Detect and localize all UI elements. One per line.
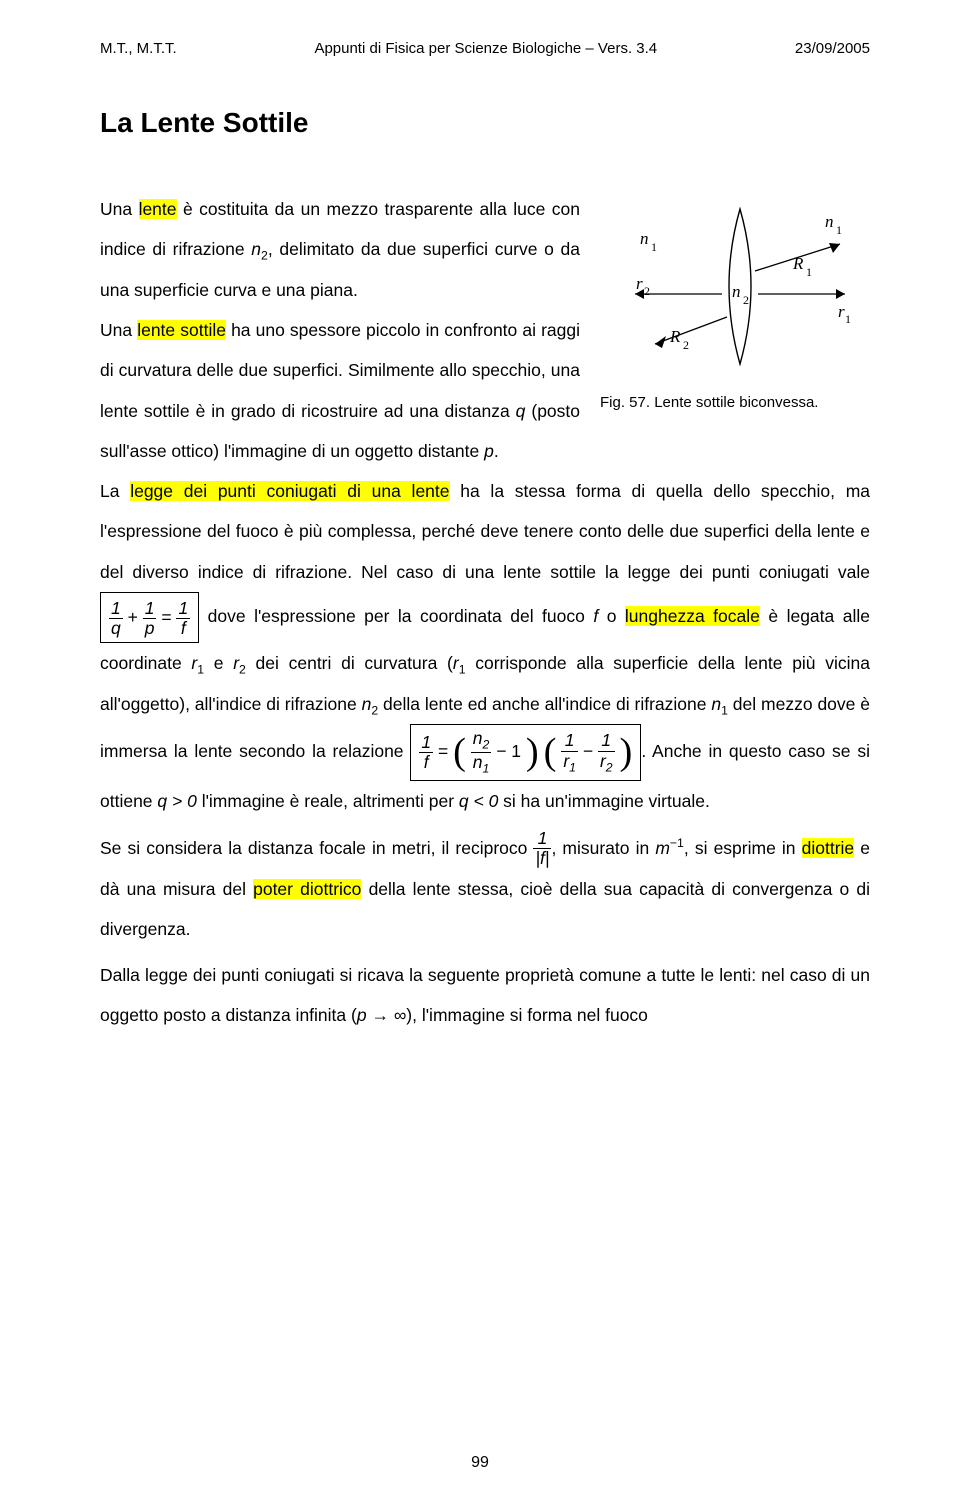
figure-caption: Fig. 57. Lente sottile biconvessa. [600, 394, 870, 411]
eq1-1d: q [109, 619, 123, 638]
r1b-sub: 1 [459, 663, 466, 677]
rparen-2: ) [620, 737, 633, 768]
p-sym: p [484, 441, 494, 461]
q-sym: q [516, 401, 526, 421]
p5b: ), l'immagine si forma nel fuoco [406, 1005, 648, 1025]
p3d: o [598, 606, 625, 626]
m-sym: m [655, 838, 670, 858]
equation-conjugate-points: 1q + 1p = 1f [100, 592, 199, 643]
n2b-sym: n [362, 694, 372, 714]
svg-text:n: n [732, 282, 741, 301]
p3f: e [204, 653, 233, 673]
eq2-b2n: 1 [598, 731, 615, 751]
lparen-1: ( [453, 737, 466, 768]
p4c: , si esprime in [684, 838, 802, 858]
svg-text:2: 2 [644, 284, 650, 298]
p3m: si ha un'immagine virtuale. [498, 791, 710, 811]
eq2-b1d-sub: 1 [569, 760, 576, 774]
p3g: dei centri di curvatura ( [246, 653, 453, 673]
hl-lente: lente [139, 199, 177, 219]
eq2-an-sub: 2 [483, 738, 490, 752]
hl-legge-punti: legge dei punti coniugati di una lente [130, 481, 449, 501]
eq1-2d: p [143, 619, 157, 638]
svg-text:1: 1 [845, 312, 851, 326]
n2-sym: n [251, 239, 261, 259]
equation-lensmaker: 1f = ( n2n1 − 1 ) ( 1r1 − 1r2 ) [410, 724, 641, 781]
hl-lente-sottile: lente sottile [137, 320, 226, 340]
hl-diottrie: diottrie [802, 838, 855, 858]
eq2-b2d-sub: 2 [606, 760, 613, 774]
body-text-2: La legge dei punti coniugati di una lent… [100, 471, 870, 821]
eq1-plus: + [128, 607, 138, 627]
p1a: Una [100, 199, 139, 219]
page-header: M.T., M.T.T. Appunti di Fisica per Scien… [100, 40, 870, 57]
r2-sub: 2 [239, 663, 246, 677]
p4b: , misurato in [551, 838, 655, 858]
m-sup: −1 [670, 836, 684, 850]
svg-text:2: 2 [743, 293, 749, 307]
body-text-4: Dalla legge dei punti coniugati si ricav… [100, 955, 870, 1036]
svg-text:n: n [640, 229, 649, 248]
svg-text:r: r [636, 274, 643, 293]
svg-text:R: R [669, 327, 681, 346]
header-center: Appunti di Fisica per Scienze Biologiche… [314, 40, 657, 57]
eq1-3n: 1 [176, 599, 190, 619]
hl-poter-diottrico: poter diottrico [253, 879, 361, 899]
lparen-2: ( [544, 737, 557, 768]
qlt0: q < 0 [459, 791, 498, 811]
eq3-n: 1 [533, 829, 551, 849]
rparen-1: ) [526, 737, 539, 768]
p3c: dove l'espressione per la coordinata del… [208, 606, 594, 626]
n1b-sub: 1 [721, 703, 728, 717]
figure-lens: n 1 n 1 r 2 n 2 R 1 r 1 R 2 Fig. 57. Len… [600, 189, 870, 411]
p3a: La [100, 481, 130, 501]
eq1-2n: 1 [143, 599, 157, 619]
eq3-absr: | [545, 848, 550, 868]
eq2-m2: − [583, 741, 593, 761]
pinf: p → ∞ [357, 1005, 406, 1025]
eq1-1n: 1 [109, 599, 123, 619]
body-text-3: Se si considera la distanza focale in me… [100, 828, 870, 950]
eq1-3d: f [176, 619, 190, 638]
eq2-ad: n [473, 752, 483, 772]
svg-text:2: 2 [683, 338, 689, 352]
equation-reciprocal-f: 1|f| [533, 829, 551, 869]
eq2-m1: − 1 [496, 741, 521, 761]
hl-lunghezza-focale: lunghezza focale [625, 606, 760, 626]
svg-text:n: n [825, 212, 834, 231]
header-left: M.T., M.T.T. [100, 40, 177, 57]
eq1-eq: = [161, 607, 171, 627]
n1b-sym: n [711, 694, 721, 714]
svg-text:r: r [838, 302, 845, 321]
n2-sub: 2 [261, 249, 268, 263]
p2d: . [494, 441, 499, 461]
svg-text:1: 1 [806, 265, 812, 279]
eq2-ad-sub: 1 [483, 762, 490, 776]
eq2-b1n: 1 [561, 731, 578, 751]
page: M.T., M.T.T. Appunti di Fisica per Scien… [0, 0, 960, 1497]
eq2-lhsd: f [419, 753, 433, 772]
p2a: Una [100, 320, 137, 340]
header-right: 23/09/2005 [795, 40, 870, 57]
p4a: Se si considera la distanza focale in me… [100, 838, 533, 858]
lens-diagram-icon: n 1 n 1 r 2 n 2 R 1 r 1 R 2 [600, 189, 860, 379]
eq2-eq: = [438, 741, 448, 761]
p3i: della lente ed anche all'indice di rifra… [378, 694, 711, 714]
page-number: 99 [0, 1454, 960, 1472]
section-title: La Lente Sottile [100, 107, 870, 139]
svg-text:R: R [792, 254, 804, 273]
svg-text:1: 1 [836, 223, 842, 237]
eq2-an: n [473, 728, 483, 748]
eq2-lhsn: 1 [419, 733, 433, 753]
qgt0: q > 0 [157, 791, 196, 811]
svg-text:1: 1 [651, 240, 657, 254]
p3l: l'immagine è reale, altrimenti per [197, 791, 459, 811]
